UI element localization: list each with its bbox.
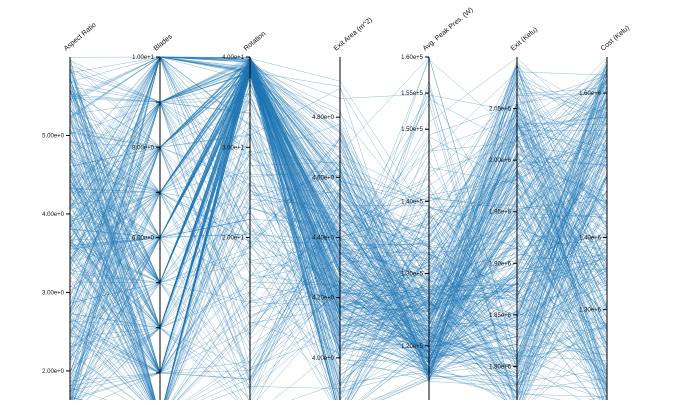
tick-label: 1.20e+5 [401, 344, 424, 350]
axis-label: Aspect Ratio [63, 22, 98, 53]
tick-label: 1.60e+6 [579, 91, 602, 97]
tick-label: 1.50e+5 [401, 127, 424, 133]
axis-label: Exit Area (m^2) [333, 17, 374, 53]
tick-label: 4.00e+0 [42, 212, 65, 218]
tick-label: 1.60e+5 [401, 55, 424, 61]
tick-label: 2.05e+6 [489, 107, 512, 113]
tick-label: 4.80e+0 [312, 115, 335, 121]
axis-label: Rotation [243, 30, 268, 52]
tick-label: 4.00e+0 [312, 356, 335, 362]
tick-label: 8.00e+0 [132, 145, 155, 151]
axis-label: Avg. Peak Pres. (W) [422, 6, 475, 52]
data-lines-layer [69, 56, 608, 405]
tick-label: 1.40e+5 [401, 199, 424, 205]
tick-label: 4.40e+0 [312, 236, 335, 242]
tick-label: 2.00e+1 [222, 236, 245, 242]
tick-label: 2.00e+6 [489, 158, 512, 164]
tick-label: 1.40e+6 [579, 236, 602, 242]
tick-label: 4.60e+0 [312, 175, 335, 181]
tick-label: 5.00e+0 [42, 133, 65, 139]
tick-label: 1.30e+6 [579, 308, 602, 314]
tick-label: 4.20e+0 [312, 296, 335, 302]
axis-label: Exit (Kelu) [510, 26, 539, 52]
tick-label: 1.00e+1 [132, 55, 155, 61]
tick-label: 3.00e+0 [42, 290, 65, 296]
tick-label: 3.00e+1 [222, 145, 245, 151]
tick-label: 1.90e+6 [489, 261, 512, 267]
tick-label: 1.30e+5 [401, 272, 424, 278]
tick-label: 1.85e+6 [489, 313, 512, 319]
tick-label: 1.55e+5 [401, 91, 424, 97]
tick-label: 1.80e+6 [489, 364, 512, 370]
axis-label: Cost (Kelu) [600, 25, 631, 53]
axis-label: Blades [153, 33, 174, 52]
tick-label: 2.00e+0 [42, 369, 65, 375]
tick-label: 6.00e+0 [132, 236, 155, 242]
tick-label: 4.00e+1 [222, 55, 245, 61]
tick-label: 1.95e+6 [489, 210, 512, 216]
